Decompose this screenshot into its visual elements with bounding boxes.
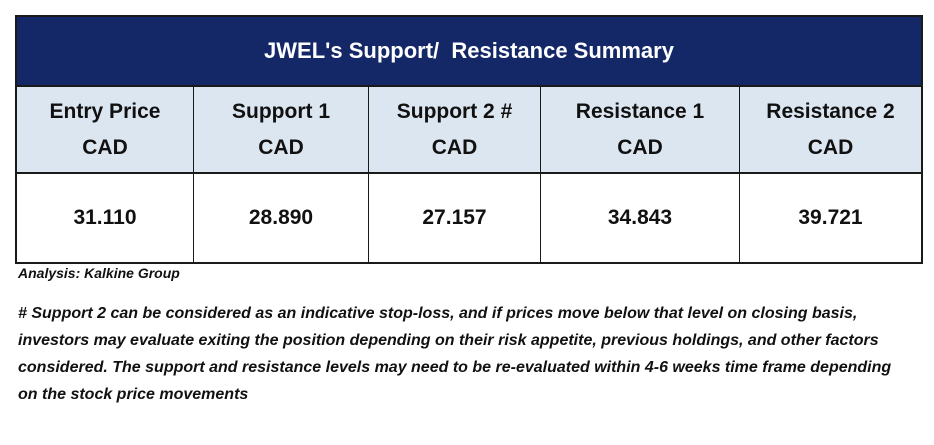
header-entry-price: Entry Price CAD: [17, 87, 194, 172]
header-currency: CAD: [258, 135, 304, 159]
analysis-credit: Analysis: Kalkine Group: [18, 265, 180, 281]
header-support-1: Support 1 CAD: [194, 87, 369, 172]
table-value-row: 31.110 28.890 27.157 34.843 39.721: [17, 174, 921, 262]
header-resistance-2: Resistance 2 CAD: [740, 87, 921, 172]
table-title: JWEL's Support/ Resistance Summary: [17, 17, 921, 87]
value-resistance-2: 39.721: [798, 206, 863, 229]
table-header-row: Entry Price CAD Support 1 CAD Support 2 …: [17, 87, 921, 174]
header-support-2: Support 2 # CAD: [369, 87, 541, 172]
header-currency: CAD: [617, 135, 663, 159]
footnote: # Support 2 can be considered as an indi…: [18, 305, 892, 403]
header-label: Support 2 #: [396, 99, 513, 123]
header-resistance-1: Resistance 1 CAD: [541, 87, 740, 172]
header-label: Entry Price: [49, 99, 161, 123]
header-currency: CAD: [807, 135, 854, 159]
value-entry-price: 31.110: [17, 174, 194, 262]
header-label: Support 1: [232, 99, 330, 123]
header-currency: CAD: [82, 135, 128, 159]
value-support-1: 28.890: [194, 174, 369, 262]
header-label: Resistance 1: [575, 99, 705, 123]
value-resistance-1: 34.843: [541, 174, 740, 262]
value-support-2: 27.157: [369, 174, 541, 262]
header-currency: CAD: [431, 135, 478, 159]
support-resistance-table: JWEL's Support/ Resistance Summary Entry…: [15, 15, 923, 264]
header-label: Resistance 2: [766, 99, 895, 123]
